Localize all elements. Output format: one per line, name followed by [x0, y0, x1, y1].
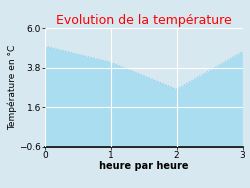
X-axis label: heure par heure: heure par heure	[99, 161, 188, 171]
Title: Evolution de la température: Evolution de la température	[56, 14, 232, 27]
Y-axis label: Température en °C: Température en °C	[8, 45, 18, 130]
